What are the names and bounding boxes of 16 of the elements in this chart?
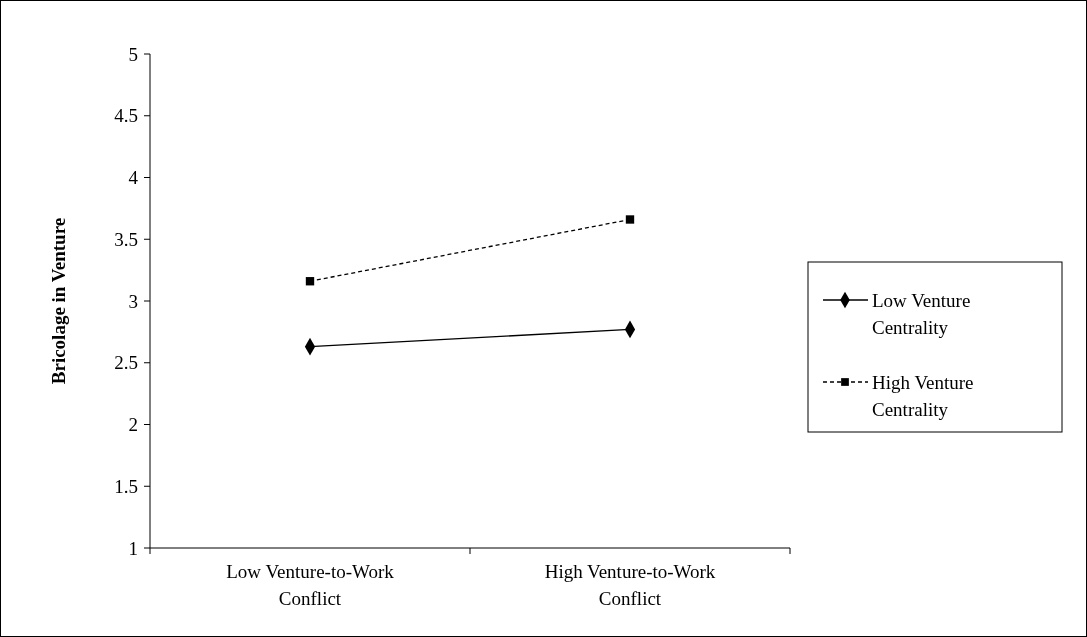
y-tick-label: 2.5 [114,352,138,374]
y-axis-title: Bricolage in Venture [48,217,69,385]
legend-label: High Venture Centrality [872,371,974,420]
y-tick-label: 3.5 [114,228,138,250]
y-tick-label: 3 [128,290,138,312]
y-tick-label: 4 [128,167,139,189]
y-tick-label: 1 [128,537,138,559]
y-tick-label: 2 [128,414,138,436]
point [625,215,635,224]
legend-label: Low Venture Centrality [872,289,971,338]
point [305,277,315,286]
x-tick-label: High Venture-to-Work Conflict [544,561,716,609]
y-tick-label: 1.5 [114,475,138,497]
y-tick-label: 4.5 [114,105,138,127]
y-tick-label: 5 [128,43,138,65]
x-tick-label: Low Venture-to-Work Conflict [226,561,395,609]
